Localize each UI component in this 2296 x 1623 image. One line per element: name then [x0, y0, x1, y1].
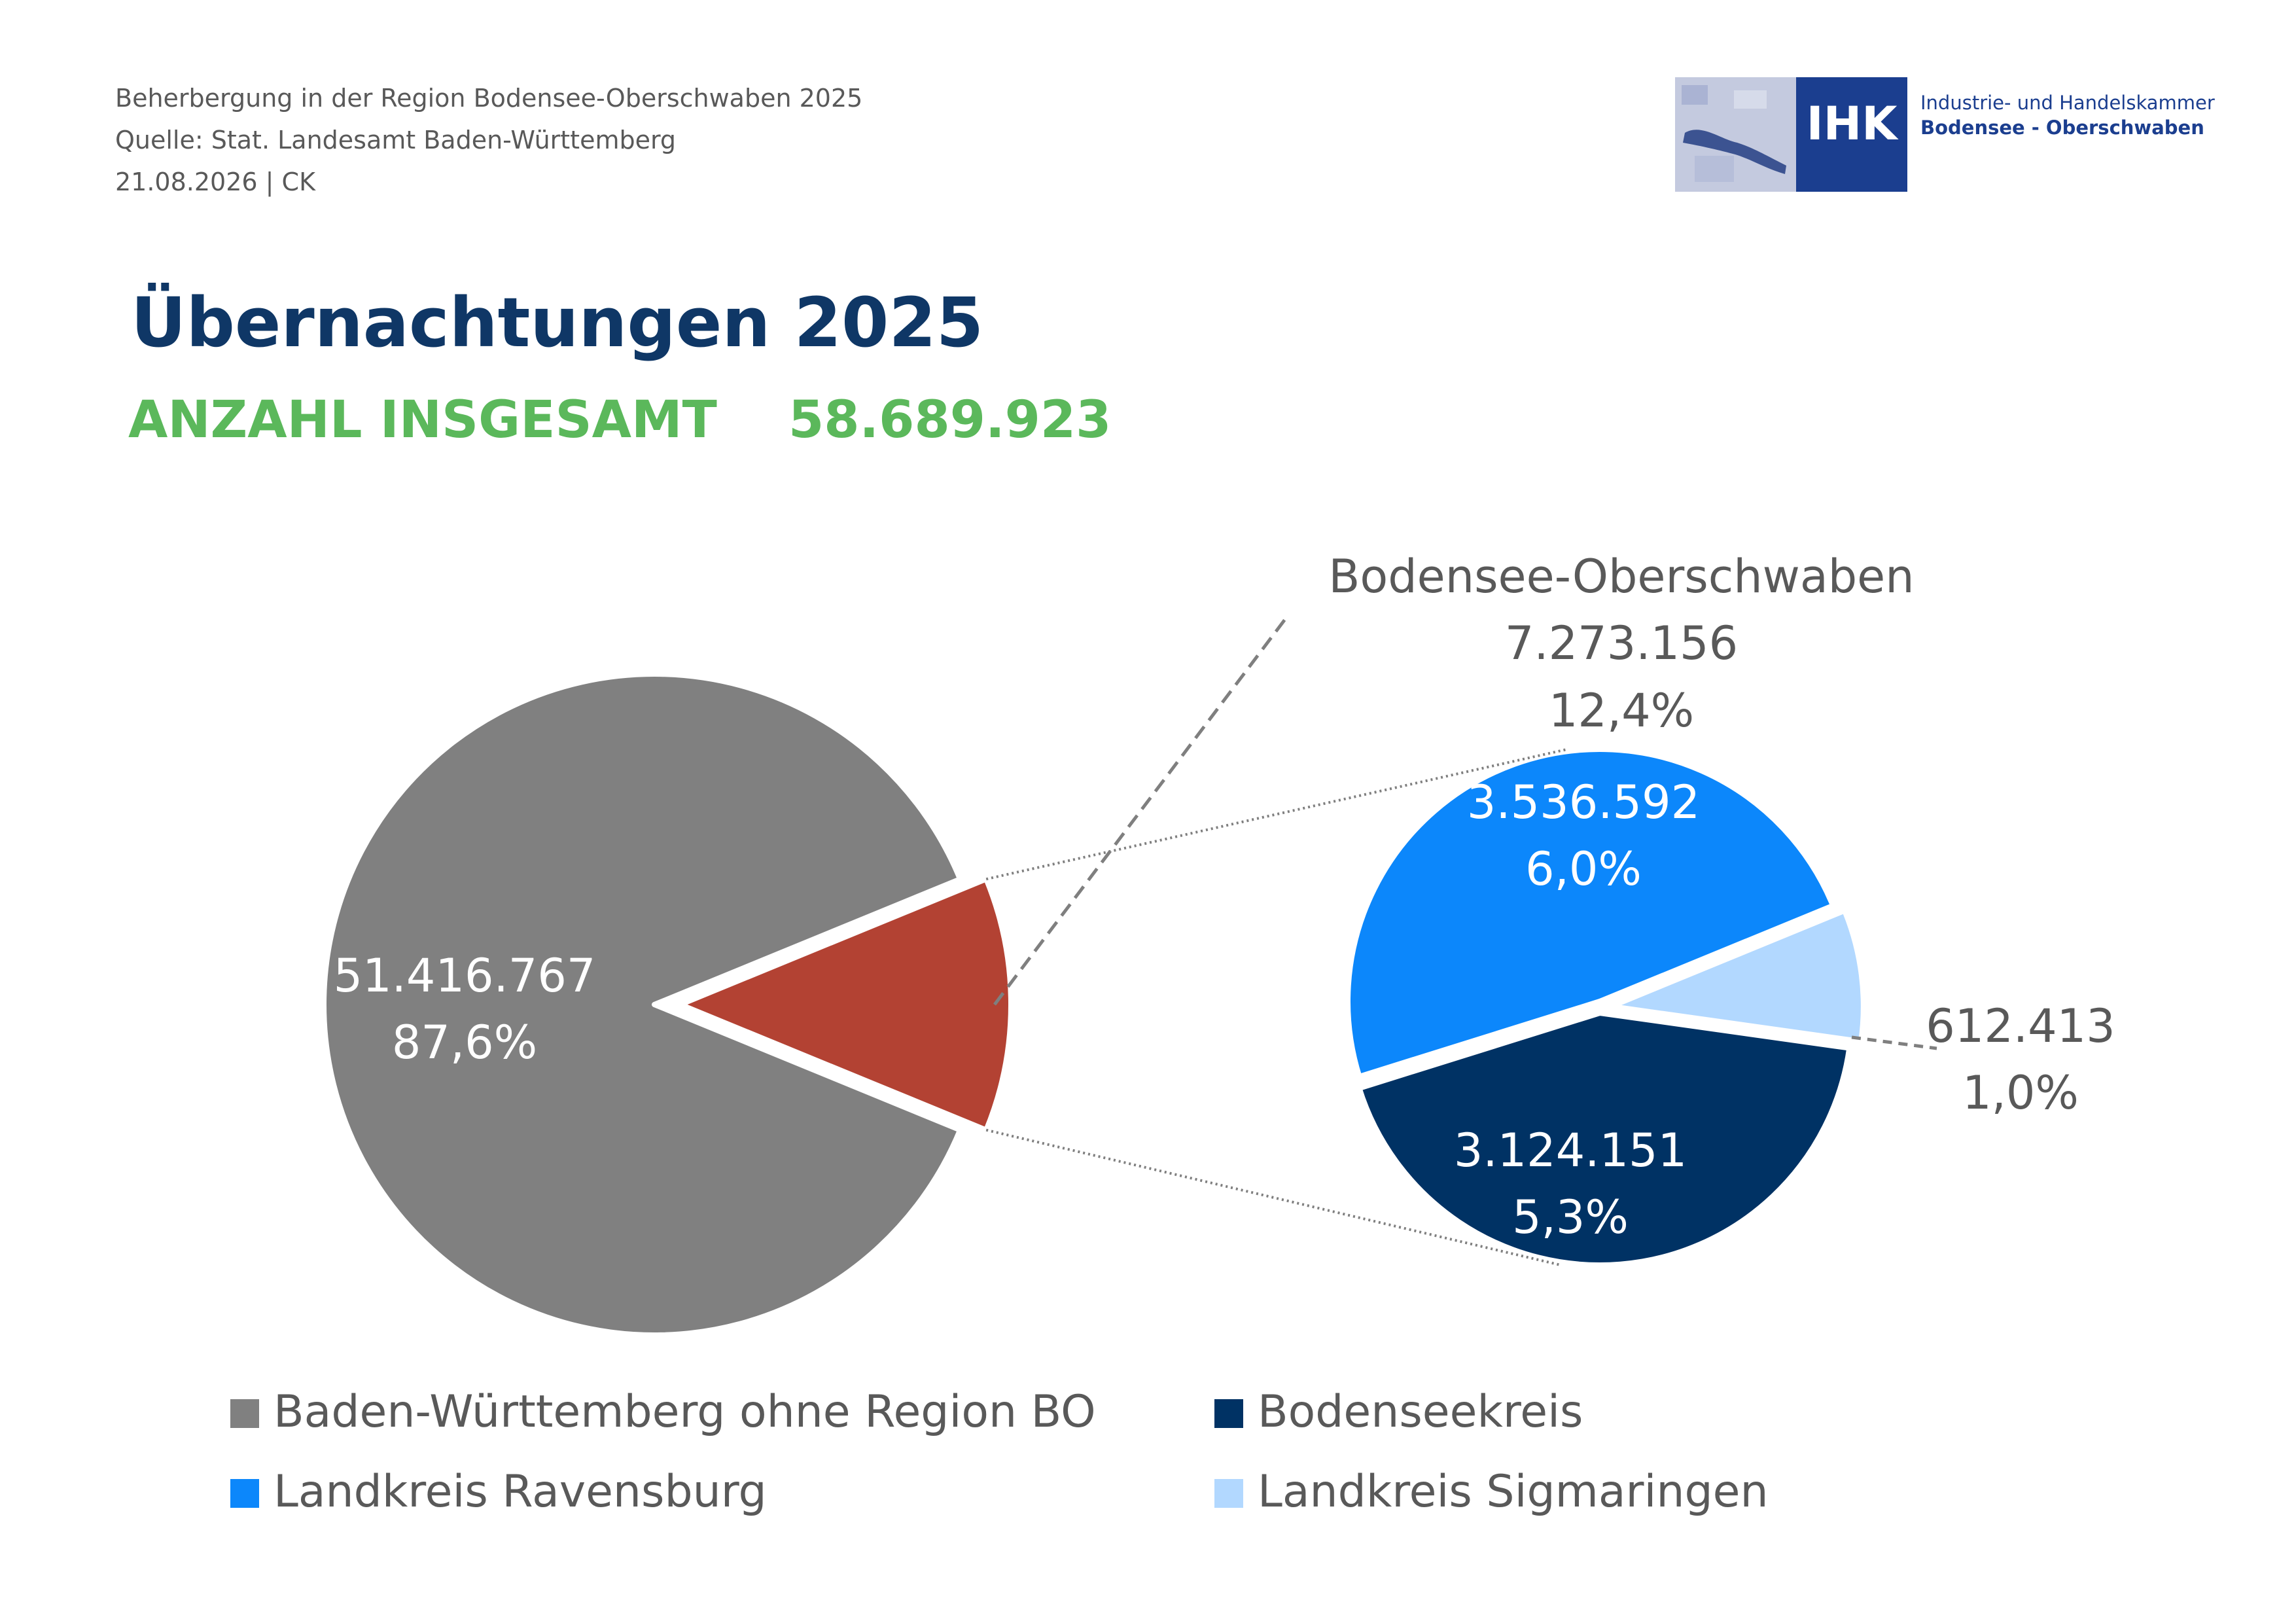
ihk-logo-region: Bodensee - Oberschwaben	[1920, 116, 2204, 139]
sub-pie-slice-bodenseekreis	[1356, 1010, 1852, 1268]
ihk-logo-box: IHK	[1796, 77, 1907, 192]
data-label-rest-percent: 87,6%	[392, 1016, 537, 1069]
ihk-logo-name: Industrie- und Handelskammer	[1920, 92, 2215, 114]
header-line-date: 21.08.2026 | CK	[115, 168, 315, 196]
data-label-region-value: 7.273.156	[1505, 616, 1738, 670]
legend-item-bw: Baden-Württemberg ohne Region BO	[230, 1386, 1096, 1438]
sub-pie-title: Bodensee-Oberschwaben	[1328, 550, 1914, 603]
data-label-ravensburg-percent: 6,0%	[1525, 842, 1642, 896]
leader-line-region-label	[993, 617, 1287, 1006]
legend-label: Bodenseekreis	[1258, 1386, 1583, 1438]
main-pie-slice-rest	[321, 671, 963, 1338]
total-value: 58.689.923	[788, 391, 1112, 450]
ihk-logo-text: IHK	[1806, 97, 1898, 151]
region-map-image	[1675, 77, 1796, 192]
ihk-logo: IHK Industrie- und Handelskammer Bodense…	[1675, 77, 2215, 192]
legend-swatch	[230, 1479, 259, 1508]
data-label-sigmaringen-value: 612.413	[1926, 999, 2115, 1053]
main-pie-slice-region	[678, 876, 1014, 1133]
header-line-subject: Beherbergung in der Region Bodensee-Ober…	[115, 84, 863, 113]
page-title: Übernachtungen 2025	[131, 283, 984, 363]
data-label-sigmaringen-percent: 1,0%	[1962, 1066, 2079, 1120]
connector-line-bottom	[985, 1128, 1561, 1266]
legend-swatch	[230, 1399, 259, 1428]
header-meta: Beherbergung in der Region Bodensee-Ober…	[115, 77, 862, 203]
data-label-region-percent: 12,4%	[1549, 684, 1694, 738]
legend-swatch	[1214, 1399, 1243, 1428]
sub-pie-slice-sigmaringen	[1608, 908, 1866, 1044]
legend-swatch	[1214, 1479, 1243, 1508]
leader-line-sigmaringen	[1851, 1035, 1937, 1050]
sub-pie-slice-ravensburg	[1345, 746, 1836, 1079]
legend-item-ravensburg: Landkreis Ravensburg	[230, 1466, 767, 1518]
legend-item-sigmaringen: Landkreis Sigmaringen	[1214, 1466, 1769, 1518]
legend-label: Baden-Württemberg ohne Region BO	[274, 1386, 1096, 1438]
data-label-rest-value: 51.416.767	[334, 949, 596, 1003]
total-label: ANZAHL INSGESAMT	[128, 391, 717, 450]
legend-label: Landkreis Sigmaringen	[1258, 1466, 1769, 1518]
legend-label: Landkreis Ravensburg	[274, 1466, 767, 1518]
data-label-bodenseekreis-value: 3.124.151	[1454, 1124, 1687, 1177]
data-label-ravensburg-value: 3.536.592	[1467, 776, 1700, 829]
legend-item-bodenseekreis: Bodenseekreis	[1214, 1386, 1583, 1438]
data-label-bodenseekreis-percent: 5,3%	[1512, 1190, 1629, 1244]
header-line-source: Quelle: Stat. Landesamt Baden-Württember…	[115, 126, 677, 154]
